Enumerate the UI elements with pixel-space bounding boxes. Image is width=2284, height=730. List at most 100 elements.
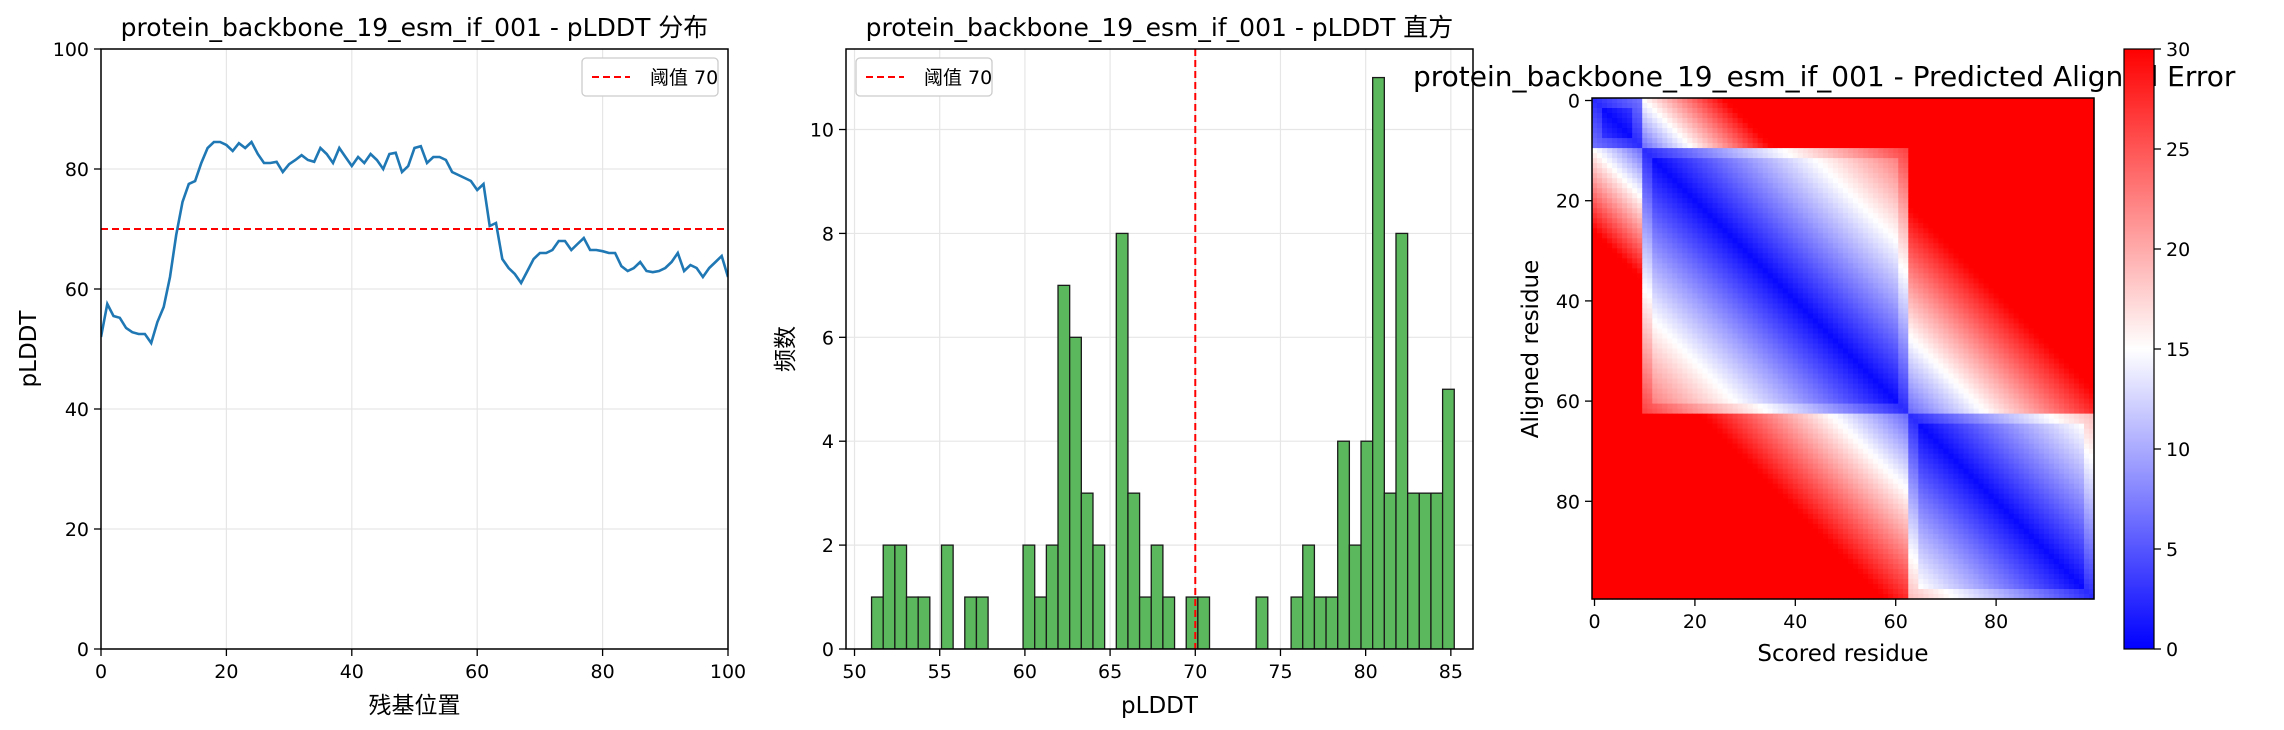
pae-cell [2003, 298, 2010, 305]
pae-cell [2033, 253, 2040, 259]
pae-cell [1597, 243, 1603, 249]
pae-cell [1928, 203, 1934, 209]
pae-cell [1762, 163, 1769, 169]
pae-cell [1592, 283, 1598, 289]
pae-cell [1612, 248, 1618, 254]
pae-cell [1988, 228, 1995, 234]
pae-cell [1878, 138, 1884, 144]
pae-cell [1873, 208, 1879, 214]
pae-cell [1612, 133, 1618, 139]
pae-cell [1737, 208, 1744, 214]
pae-cell [2023, 223, 2030, 229]
pae-cell [1963, 228, 1970, 234]
pae-cell [1938, 303, 1944, 310]
pae-cell [1747, 253, 1754, 259]
pae-cell [1973, 313, 1980, 320]
pae-cell [1652, 118, 1658, 124]
pae-cell [1772, 243, 1779, 249]
pae-cell [1592, 118, 1598, 124]
pae-cell [1607, 218, 1613, 224]
pae-cell [1848, 228, 1854, 234]
pae-cell [1938, 183, 1944, 189]
pae-cell [2033, 188, 2040, 194]
pae-cell [1993, 128, 2000, 134]
pae-cell [1632, 233, 1638, 239]
pae-cell [1858, 308, 1864, 315]
pae-cell [1827, 123, 1834, 129]
pae-cell [1657, 213, 1663, 219]
pae-cell [1727, 163, 1734, 169]
pae-cell [1863, 213, 1869, 219]
pae-cell [2008, 108, 2015, 114]
pae-cell [1622, 268, 1628, 274]
pae-cell [1893, 313, 1899, 320]
pae-cell [1617, 328, 1623, 335]
pae-cell [1717, 333, 1724, 340]
pae-cell [1858, 123, 1864, 129]
pae-cell [1717, 263, 1724, 269]
pae-cell [1863, 258, 1869, 264]
pae-cell [1903, 108, 1909, 114]
pae-cell [1602, 218, 1608, 224]
pae-cell [2068, 153, 2075, 159]
pae-cell [1592, 103, 1598, 109]
pae-cell [1732, 318, 1739, 325]
pae-cell [1968, 138, 1975, 144]
pae-cell [1597, 238, 1603, 244]
pae-cell [1978, 188, 1985, 194]
pae-cell [1752, 153, 1759, 159]
pae-cell [1662, 293, 1668, 299]
pae-cell [2048, 123, 2055, 129]
pae-cell [2073, 268, 2080, 274]
pae-cell [1832, 213, 1839, 219]
pae-cell [2023, 168, 2030, 174]
pae-cell [1617, 258, 1623, 264]
pae-cell [1903, 208, 1909, 214]
pae-cell [1677, 98, 1683, 104]
pae-cell [1622, 303, 1628, 310]
pae-cell [1822, 103, 1829, 109]
pae-cell [1602, 313, 1608, 320]
pae-cell [1707, 338, 1714, 345]
pae-cell [1928, 138, 1934, 144]
pae-cell [1958, 98, 1965, 104]
pae-cell [2038, 203, 2045, 209]
pae-cell [1958, 163, 1965, 169]
pae-cell [1697, 258, 1704, 264]
pae-cell [1802, 213, 1809, 219]
pae-cell [2088, 133, 2095, 139]
pae-cell [2033, 173, 2040, 179]
pae-cell [2023, 298, 2030, 305]
pae-cell [2008, 243, 2015, 249]
pae-cell [1863, 168, 1869, 174]
pae-cell [2068, 298, 2075, 305]
pae-cell [1988, 203, 1995, 209]
pae-cell [1732, 128, 1739, 134]
pae-cell [2043, 143, 2050, 149]
pae-cell [1802, 178, 1809, 184]
pae-cell [1712, 178, 1719, 184]
pae-cell [1868, 243, 1874, 249]
pae-cell [2073, 278, 2080, 284]
pae-cell [1963, 273, 1970, 279]
pae-cell [1883, 333, 1889, 340]
pae-cell [1832, 228, 1839, 234]
pae-cell [2023, 143, 2030, 149]
pae-cell [1988, 163, 1995, 169]
pae-cell [1968, 118, 1975, 124]
pae-cell [1777, 323, 1784, 330]
pae-cell [1702, 263, 1709, 269]
pae-cell [1858, 283, 1864, 289]
pae-cell [1993, 313, 2000, 320]
pae-cell [1807, 183, 1814, 189]
pae-cell [1923, 298, 1929, 305]
pae-cell [1792, 193, 1799, 199]
pae-cell [1702, 203, 1709, 209]
pae-cell [1682, 253, 1688, 259]
pae-cell [2013, 143, 2020, 149]
pae-cell [1762, 328, 1769, 335]
pae-cell [1722, 258, 1729, 264]
pae-cell [1742, 233, 1749, 239]
pae-cell [2058, 283, 2065, 289]
pae-cell [1863, 188, 1869, 194]
